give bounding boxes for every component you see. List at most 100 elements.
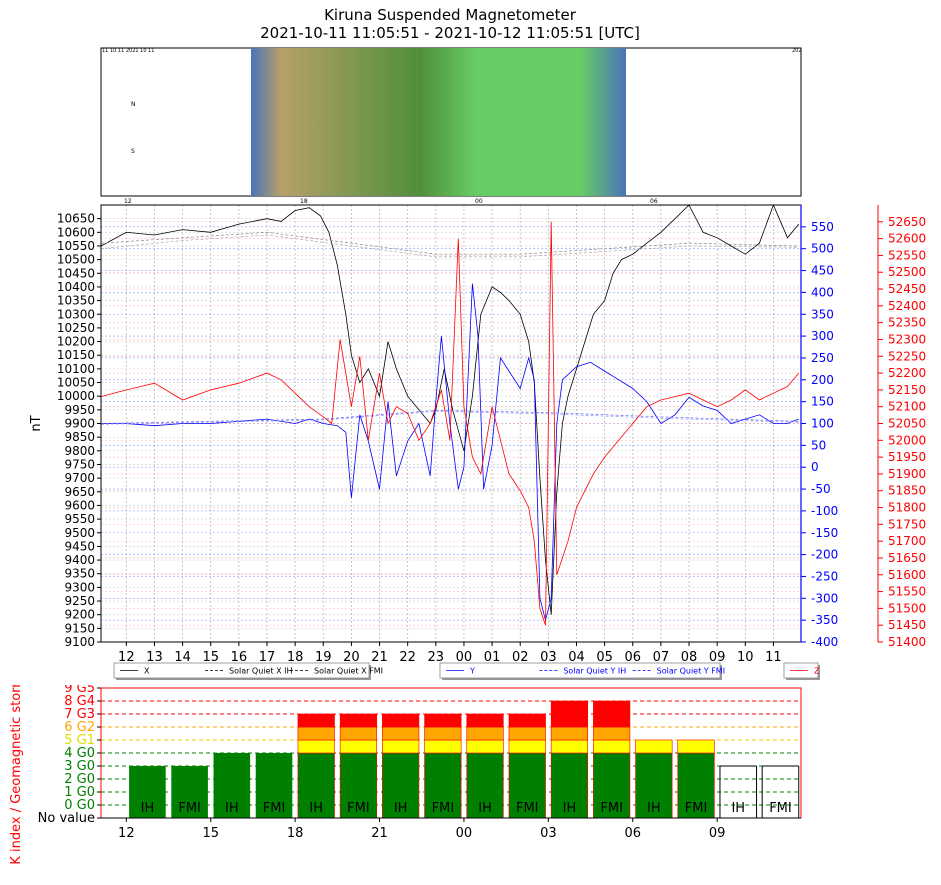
left-axis-tick-label: 10200 <box>57 335 95 349</box>
k-bar-segment <box>171 766 208 818</box>
x-axis-tick-label: 03 <box>540 650 557 665</box>
k-bar-segment <box>424 739 462 754</box>
red-axis-tick-label: 51500 <box>888 601 926 615</box>
red-axis-tick-label: 52400 <box>888 299 926 313</box>
k-x-axis-tick-label: 18 <box>287 826 304 841</box>
k-bar-segment <box>339 726 378 741</box>
red-axis-tick-label: 51450 <box>888 618 926 632</box>
red-axis-tick-label: 52500 <box>888 265 926 279</box>
k-bar-segment <box>593 739 631 754</box>
series-line-y <box>101 283 799 622</box>
left-axis-tick-label: 10650 <box>57 212 95 226</box>
left-axis-tick-label: 10100 <box>57 362 95 376</box>
k-axis-tick-label: 5 G1 <box>64 733 95 748</box>
left-axis-tick-label: 10000 <box>57 389 95 403</box>
left-axis-tick-label: 10300 <box>57 307 95 321</box>
red-axis-tick-label: 51650 <box>888 551 926 565</box>
k-bar-segment <box>297 726 335 741</box>
magnetometer-chart: 9100915092009250930093509400945095009550… <box>29 203 926 680</box>
figure-subtitle: 2021-10-11 11:05:51 - 2021-10-12 11:05:5… <box>260 24 640 42</box>
keogram-north-label: N <box>131 101 136 108</box>
keogram-corner-text-right: 202 <box>792 48 802 54</box>
legend-label: Solar Quiet X FMI <box>314 667 383 676</box>
x-axis-tick-label: 20 <box>343 650 360 665</box>
k-bar-segment <box>382 726 420 741</box>
x-axis-tick-label: 16 <box>231 650 248 665</box>
k-bar-source-label: IH <box>225 801 239 816</box>
blue-axis-tick-label: 500 <box>811 242 834 256</box>
legend-label: X <box>144 667 150 676</box>
k-bar-segment <box>550 739 589 754</box>
k-bar-segment <box>213 753 251 818</box>
left-axis-tick-label: 9300 <box>64 580 95 594</box>
left-axis-tick-label: 10050 <box>57 376 95 390</box>
x-axis-tick-label: 18 <box>287 650 304 665</box>
x-axis-tick-label: 00 <box>456 650 473 665</box>
left-axis-tick-label: 9350 <box>64 567 95 581</box>
keogram-corner-text: 11 10 11 2021 10 11 <box>102 48 154 54</box>
left-axis-tick-label: 9100 <box>64 635 95 649</box>
keogram-tick-label: 12 <box>124 198 132 205</box>
k-axis-label: K index / Geomagnetic storm index <box>9 685 24 865</box>
x-axis-tick-label: 08 <box>681 650 698 665</box>
blue-axis-tick-label: 100 <box>811 417 834 431</box>
x-axis-tick-label: 22 <box>399 650 416 665</box>
x-axis-tick-label: 07 <box>653 650 670 665</box>
blue-axis-tick-label: 250 <box>811 351 834 365</box>
x-axis-tick-label: 21 <box>371 650 388 665</box>
blue-axis-tick-label: -50 <box>811 482 831 496</box>
red-axis-tick-label: 52250 <box>888 349 926 363</box>
k-x-axis-tick-label: 21 <box>371 826 388 841</box>
k-bar-source-label: FMI <box>600 801 623 816</box>
x-axis-tick-label: 14 <box>174 650 191 665</box>
red-axis-tick-label: 52350 <box>888 316 926 330</box>
k-axis-tick-label: 0 G0 <box>64 798 95 813</box>
legend-label: Y <box>469 667 475 676</box>
keogram-panel: 11 10 11 2021 10 11 202 N S 12 18 00 06 <box>100 47 802 205</box>
k-bar-source-label: FMI <box>516 801 539 816</box>
left-axis-tick-label: 9250 <box>64 594 95 608</box>
red-axis-tick-label: 52450 <box>888 282 926 296</box>
k-bar-segment <box>255 753 293 818</box>
x-axis-tick-label: 23 <box>428 650 445 665</box>
legend-box <box>439 662 721 679</box>
blue-axis-tick-label: 150 <box>811 395 834 409</box>
red-axis-tick-label: 52000 <box>888 433 926 447</box>
left-axis-tick-label: 10150 <box>57 348 95 362</box>
left-axis-tick-label: 9950 <box>64 403 95 417</box>
blue-axis-tick-label: -250 <box>811 569 838 583</box>
k-bar-segment <box>677 739 715 754</box>
blue-axis-tick-label: 50 <box>811 438 826 452</box>
x-axis-tick-label: 19 <box>315 650 332 665</box>
k-bar-source-label: IH <box>478 801 492 816</box>
left-axis-tick-label: 9450 <box>64 539 95 553</box>
x-axis-tick-label: 10 <box>737 650 754 665</box>
k-x-axis-tick-label: 06 <box>624 826 641 841</box>
k-bar-segment <box>466 726 504 741</box>
k-bar-segment <box>382 713 420 728</box>
left-axis-tick-label: 9400 <box>64 553 95 567</box>
k-x-axis-tick-label: 09 <box>709 826 726 841</box>
k-axis-tick-label: No value <box>38 811 95 826</box>
k-bar-source-label: IH <box>309 801 323 816</box>
k-bar-segment <box>466 713 504 728</box>
left-axis-tick-label: 9900 <box>64 417 95 431</box>
blue-axis-tick-label: -150 <box>811 526 838 540</box>
k-bar-segment <box>424 752 462 819</box>
k-x-axis-tick-label: 12 <box>118 826 135 841</box>
x-axis-tick-label: 12 <box>118 650 135 665</box>
left-axis-tick-label: 10550 <box>57 239 95 253</box>
red-axis-tick-label: 51600 <box>888 568 926 582</box>
legend-label: Solar Quiet Y IH <box>563 667 626 676</box>
legend-label: Solar Quiet X IH <box>229 667 293 676</box>
keogram-tick-label: 18 <box>300 198 308 205</box>
x-axis-tick-label: 05 <box>596 650 613 665</box>
red-axis-tick-label: 51850 <box>888 484 926 498</box>
red-axis-tick-label: 51950 <box>888 450 926 464</box>
legend-box <box>113 662 370 679</box>
red-axis-tick-label: 52200 <box>888 366 926 380</box>
k-axis-tick-label: 9 G5 <box>64 685 95 696</box>
k-x-axis-tick-label: 03 <box>540 826 557 841</box>
k-axis-tick-label: 7 G3 <box>64 707 95 722</box>
